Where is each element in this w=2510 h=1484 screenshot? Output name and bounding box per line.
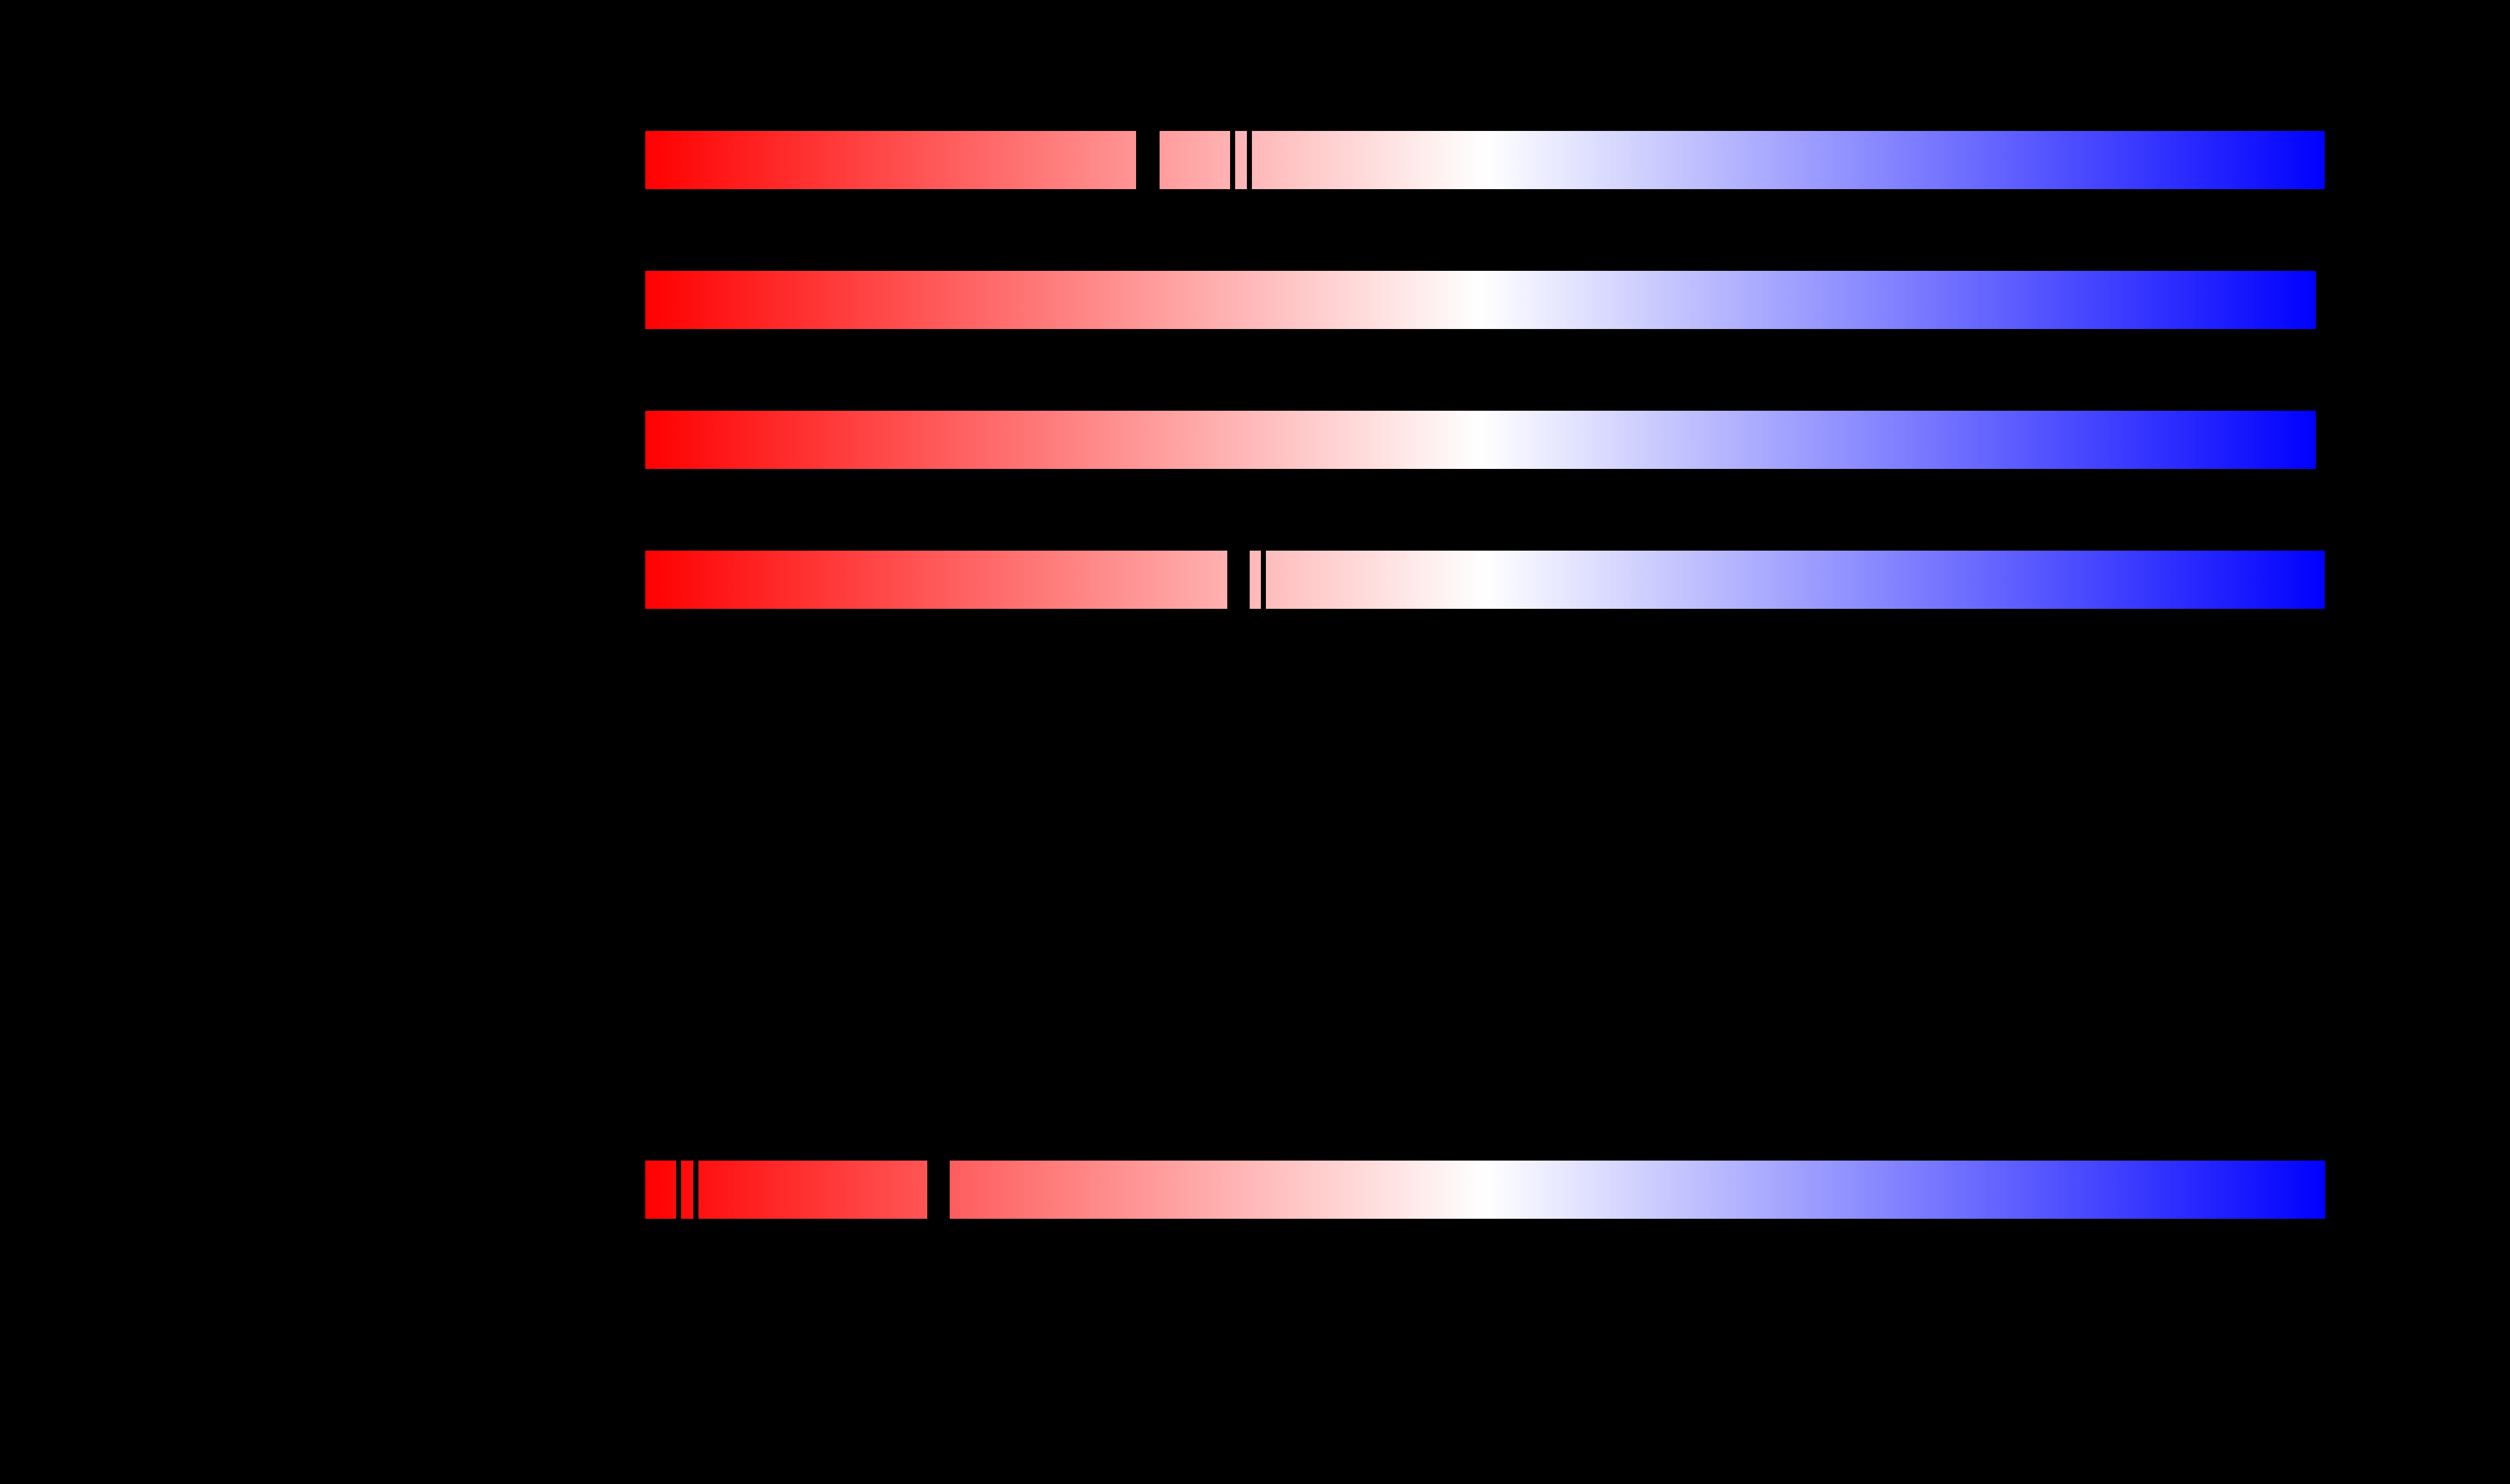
gap-marker bbox=[1230, 131, 1235, 189]
gap-marker bbox=[1247, 131, 1252, 189]
gradient-bar-bar-3 bbox=[645, 411, 2316, 469]
gap-marker bbox=[1261, 551, 1266, 609]
gap-marker bbox=[1227, 551, 1250, 609]
gradient-bar-bar-4 bbox=[645, 551, 2325, 609]
gap-marker bbox=[693, 1161, 698, 1219]
gap-marker bbox=[676, 1161, 681, 1219]
gradient-bar-bar-2 bbox=[645, 271, 2316, 329]
gap-marker bbox=[927, 1161, 950, 1219]
gradient-bar-bar-1 bbox=[645, 131, 2325, 189]
gradient-bar-bar-5 bbox=[645, 1161, 2325, 1219]
gap-marker bbox=[1136, 131, 1160, 189]
